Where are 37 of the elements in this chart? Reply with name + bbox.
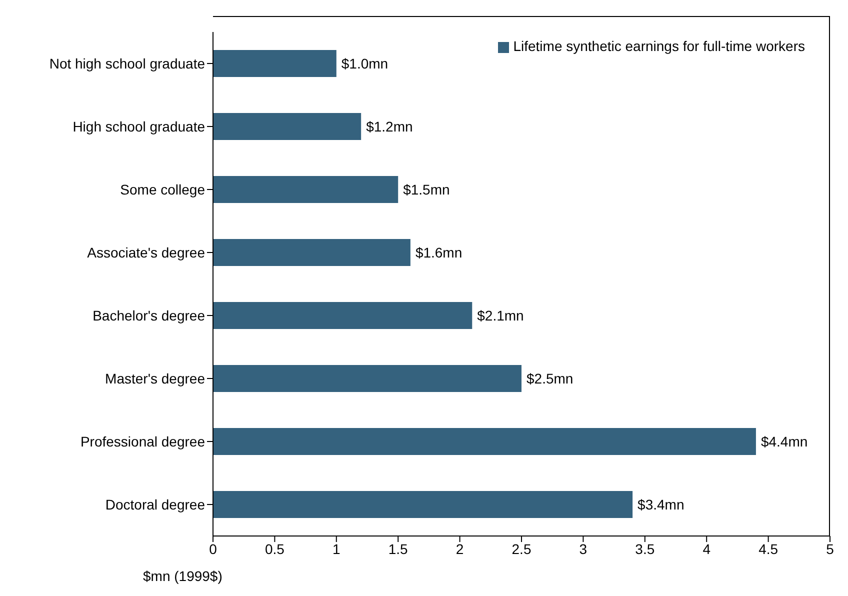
y-tick-label: Professional degree	[80, 433, 206, 450]
x-tick-label: 1	[332, 540, 340, 557]
bar	[213, 50, 336, 77]
x-tick-label: 0.5	[264, 540, 285, 557]
bar	[213, 113, 362, 140]
x-tick-label: 2	[456, 540, 464, 557]
bar	[213, 365, 522, 392]
y-tick-label: Some college	[120, 181, 206, 198]
y-tick-label: Not high school graduate	[49, 55, 206, 72]
data-label: $1.2mn	[366, 118, 413, 134]
data-label: $3.4mn	[638, 496, 684, 512]
data-label: $2.1mn	[477, 307, 524, 324]
data-label: $2.5mn	[526, 370, 574, 386]
x-tick-label: 2.5	[512, 540, 532, 557]
x-tick-label: 4	[702, 540, 711, 557]
legend-label: Lifetime synthetic earnings for full-time workers	[513, 38, 805, 54]
bar	[213, 428, 756, 455]
y-tick-label: Master's degree	[105, 370, 206, 386]
bar	[213, 302, 472, 329]
x-axis-title: $mn (1999$)	[143, 568, 222, 584]
x-tick-label: 4.5	[758, 540, 778, 557]
x-tick-label: 0	[209, 540, 218, 557]
data-label: $1.6mn	[415, 244, 462, 260]
y-tick-label: Doctoral degree	[105, 496, 206, 512]
x-tick-label: 3.5	[635, 540, 655, 557]
data-label: $1.0mn	[341, 55, 388, 72]
data-label: $1.5mn	[403, 181, 450, 198]
bar	[213, 176, 398, 203]
y-tick-label: Associate's degree	[87, 244, 206, 260]
y-tick-label: High school graduate	[72, 118, 206, 134]
x-tick-label: 3	[579, 540, 588, 557]
bar	[213, 239, 410, 266]
x-tick-label: 1.5	[388, 540, 408, 557]
data-label: $4.4mn	[760, 433, 808, 450]
bar	[213, 491, 633, 518]
y-tick-label: Bachelor's degree	[92, 307, 206, 324]
x-tick-label: 5	[826, 540, 834, 557]
